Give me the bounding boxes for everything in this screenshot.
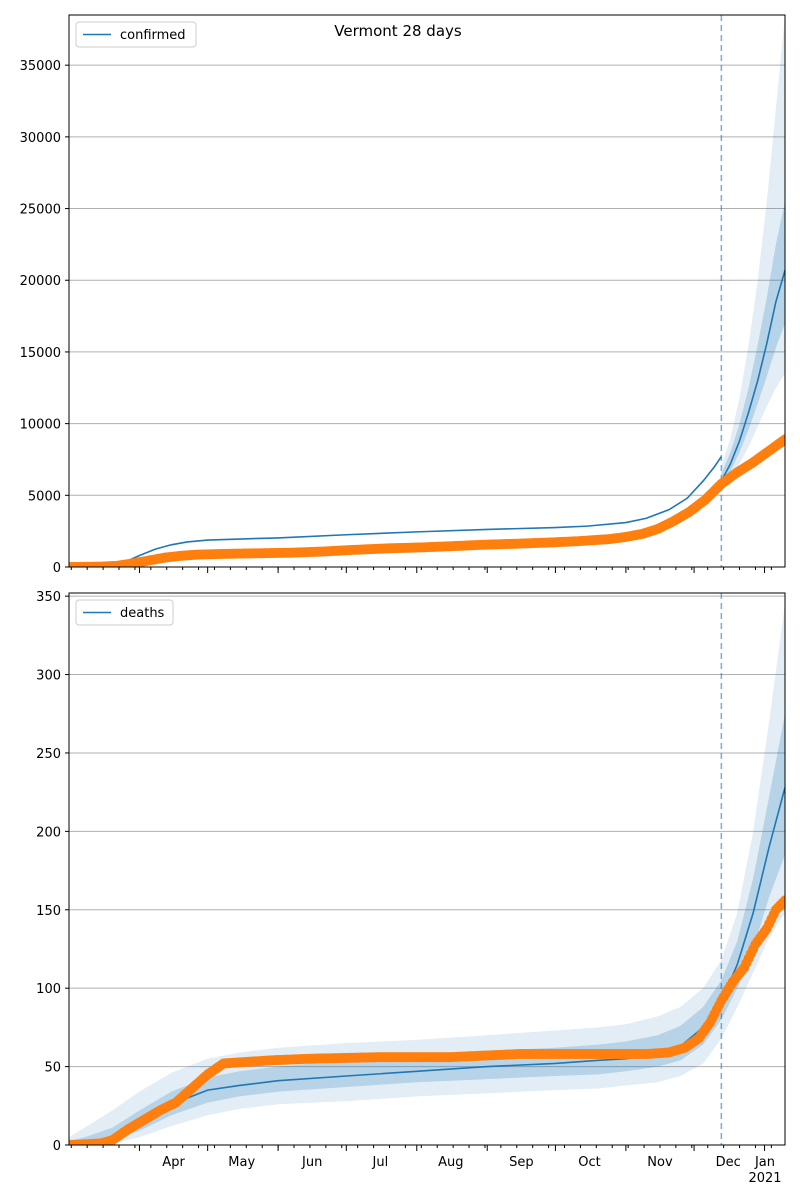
plot-area	[69, 593, 785, 1145]
observed-point	[780, 895, 785, 906]
y-tick-label: 50	[44, 1061, 61, 1076]
figure-title: Vermont 28 days	[334, 22, 462, 40]
y-tick-label: 350	[36, 590, 61, 605]
y-tick-label: 5000	[28, 489, 61, 504]
confidence-band-inner	[721, 201, 785, 487]
y-tick-label: 20000	[20, 274, 61, 289]
x-tick-label: Dec	[716, 1155, 741, 1170]
axes-frame	[68, 592, 786, 1146]
legend: confirmed	[75, 21, 197, 48]
model-line	[69, 456, 723, 567]
year-label: 2021	[748, 1171, 781, 1186]
y-tick-label: 35000	[20, 59, 61, 74]
y-tick-label: 250	[36, 747, 61, 762]
x-tick-label: Jul	[372, 1155, 389, 1170]
confirmed-panel: 0 5000 10000 15000 20000 25000 30000 35000 confi…	[20, 14, 786, 576]
y-tick-label: 100	[36, 982, 61, 997]
x-tick-label: Aug	[438, 1155, 463, 1170]
y-tick-label: 300	[36, 669, 61, 684]
legend-box	[75, 21, 197, 48]
legend: deaths	[75, 599, 174, 626]
confidence-band-outer	[721, 15, 785, 493]
x-tick-label: Sep	[509, 1155, 534, 1170]
deaths-panel: 0 50 100 150 200 250 300 350 Apr May Jun Jul Aug Sep O…	[36, 590, 786, 1186]
x-tick-label: Jan	[754, 1155, 775, 1170]
y-tick-label: 15000	[20, 346, 61, 361]
x-tick-label: Jun	[301, 1155, 322, 1170]
legend-label: confirmed	[120, 28, 186, 43]
forecast-line	[720, 269, 785, 482]
y-tick-label: 0	[53, 561, 61, 576]
x-tick-label: Oct	[578, 1155, 600, 1170]
y-tick-label: 25000	[20, 203, 61, 218]
x-tick-label: Apr	[162, 1155, 185, 1170]
x-tick-label: Nov	[647, 1155, 673, 1170]
y-tick-label: 0	[53, 1139, 61, 1154]
y-tick-label: 150	[36, 904, 61, 919]
y-tick-label: 200	[36, 825, 61, 840]
legend-label: deaths	[120, 606, 165, 621]
observed-point	[780, 434, 785, 445]
axes-frame	[68, 14, 786, 568]
y-tick-label: 10000	[20, 418, 61, 433]
x-tick-label: May	[228, 1155, 255, 1170]
plot-area	[69, 15, 785, 567]
y-tick-label: 30000	[20, 131, 61, 146]
legend-box	[75, 599, 174, 626]
